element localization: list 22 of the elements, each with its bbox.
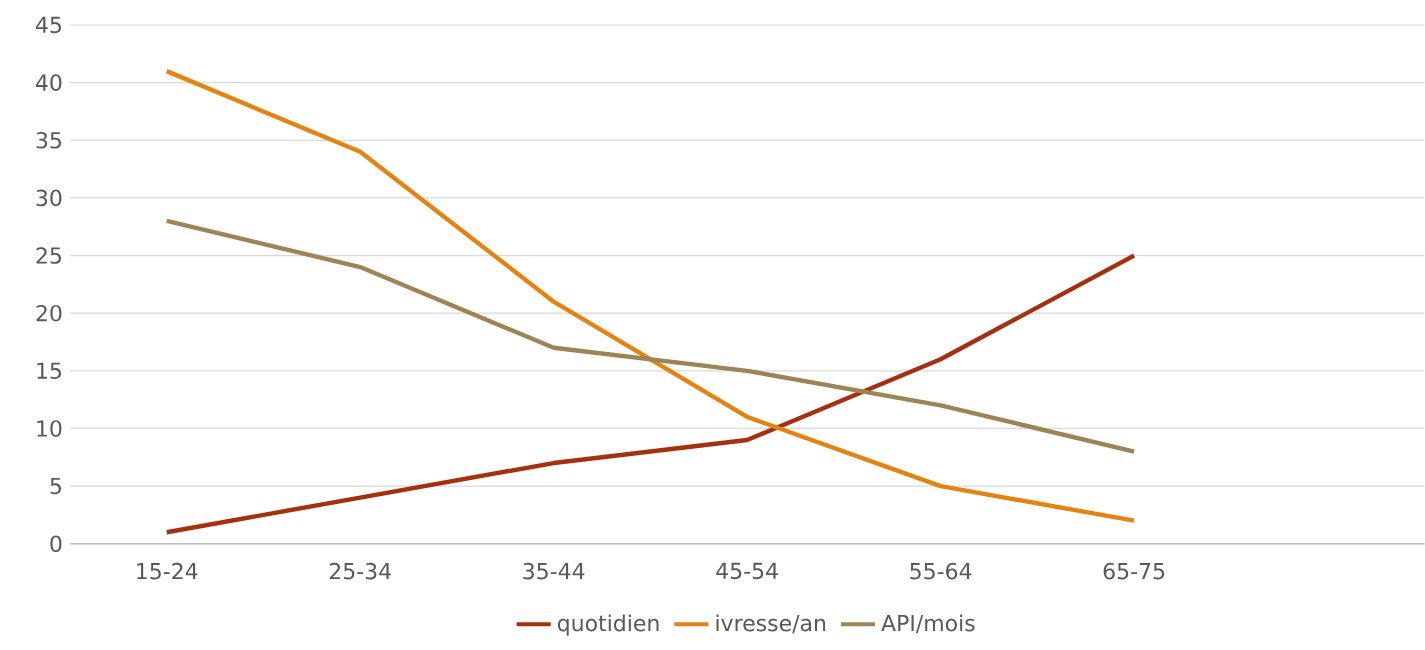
y-tick-label: 0 (50, 535, 62, 553)
y-tick-label: 5 (50, 478, 61, 495)
y-tick-label: 30 (36, 189, 62, 207)
legend-label: quotidien (557, 614, 659, 636)
legend-label: ivresse/an (716, 614, 826, 634)
legend-label: API/mois (881, 614, 975, 634)
y-tick-label: 15 (37, 362, 61, 380)
x-tick-label: 55-64 (910, 562, 972, 580)
y-tick-label: 40 (36, 74, 62, 92)
line-series (164, 253, 1137, 535)
x-tick-label: 45-54 (716, 562, 778, 580)
y-tick-label: 10 (37, 420, 62, 437)
x-tick-label: 15-24 (137, 562, 198, 580)
x-tick-label: 25-34 (329, 562, 391, 580)
x-tick-label: 35-44 (523, 562, 585, 580)
y-tick-label: 20 (36, 305, 62, 322)
line-series (164, 218, 1137, 454)
y-tick-label: 25 (36, 247, 61, 265)
x-tick-label: 65-75 (1103, 562, 1165, 580)
y-tick-label: 35 (36, 132, 61, 149)
y-tick-label: 45 (36, 16, 61, 34)
line-series (164, 69, 1137, 524)
